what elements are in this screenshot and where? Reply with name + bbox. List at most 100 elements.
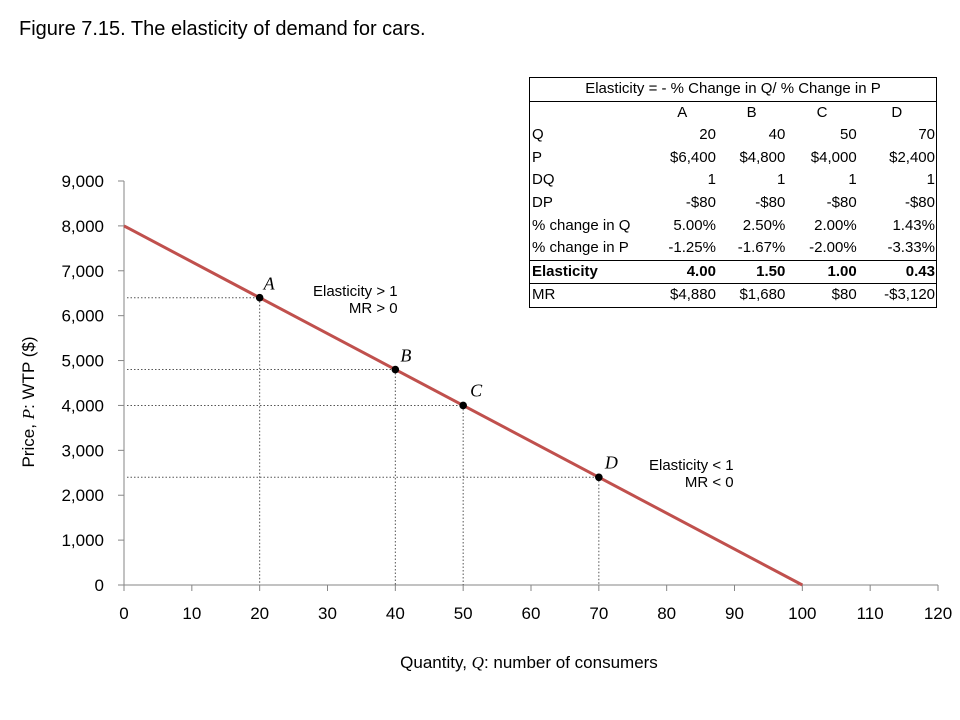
table-cell: $6,400 [670,148,716,166]
y-tick-label: 6,000 [61,307,104,326]
table-cell: $4,880 [647,283,717,308]
axis-labels: Quantity, Q: number of consumers Price, … [19,337,658,673]
table-cell: 1 [857,169,937,192]
point-b [391,365,400,374]
table-column-header: C [816,103,828,121]
y-tick-label: 9,000 [61,172,104,191]
table-row: P $6,400 $4,800 $4,000 $2,400 [528,146,937,170]
table-cell: 1.43% [857,214,937,238]
table-row-label: Q [528,124,648,147]
x-tick-label: 40 [386,604,405,623]
table-cell: -$80 [826,193,857,211]
y-tick-label: 4,000 [61,396,104,415]
x-axis-label-rest: : number of consumers [484,653,658,672]
point-label-d: D [604,452,618,472]
table-row-label: Elasticity [528,259,648,285]
table-row-label: MR [528,283,648,308]
x-tick-label: 30 [318,604,337,623]
table-cell: -$80 [685,193,716,211]
point-label-b: B [400,346,411,366]
x-tick-label: 20 [250,604,269,623]
table-cell: 2.50% [742,216,786,234]
table-cell: 1 [776,171,786,189]
y-axis-label-text: Price, [19,419,38,467]
table-cell: -1.25% [668,239,716,257]
table-cell: 50 [840,126,857,144]
table-cell: $80 [786,283,858,308]
x-tick-label: 120 [924,604,952,623]
table-title-row: Elasticity = - % Change in Q/ % Change i… [529,77,937,102]
x-axis-label: Quantity, Q: number of consumers [400,653,658,672]
x-tick-label: 90 [725,604,744,623]
table-column-header: D [857,101,937,125]
y-axis-label: Price, P: WTP ($) [19,337,38,468]
y-tick-label: 7,000 [61,262,104,281]
inelastic-annotation: Elasticity < 1 MR < 0 [649,457,734,491]
table-cell: -$80 [755,193,786,211]
series: A B C D [123,224,804,587]
table-cell: $4,000 [810,148,857,166]
table-title: Elasticity = - % Change in Q/ % Change i… [529,77,937,102]
figure-title: Figure 7.15. The elasticity of demand fo… [19,18,426,40]
x-tick-label: 70 [589,604,608,623]
table-row: DQ 1 1 1 1 [528,169,937,192]
elastic-annotation-line2: MR > 0 [348,300,398,317]
table-row: Elasticity 4.00 1.50 1.00 0.43 [528,259,937,285]
elastic-annotation-line1: Elasticity > 1 [313,283,398,300]
x-tick-label: 100 [788,604,816,623]
table-cell: -2.00% [809,239,857,257]
x-tick-label: 50 [454,604,473,623]
table-cell: 1 [707,171,716,189]
x-tick-label: 0 [119,604,128,623]
inelastic-annotation-line1: Elasticity < 1 [649,457,734,474]
table-cell: $1,680 [716,283,787,308]
table-cell: 2.00% [814,216,857,234]
x-tick-label: 10 [182,604,201,623]
point-label-c: C [470,380,483,400]
x-axis-label-var: Q [472,653,484,672]
y-tick-label: 2,000 [61,486,104,505]
table-cell: 20 [699,126,716,144]
table-corner-cell [528,101,648,125]
point-a [255,293,264,302]
x-axis-label-text: Quantity, [400,653,472,672]
table-row-label: DP [528,191,648,215]
table-cell: 4.00 [647,259,717,285]
table-column-header: B [746,103,757,121]
elasticity-table: Elasticity = - % Change in Q/ % Change i… [528,77,937,308]
table-cell: -$80 [857,191,937,215]
y-tick-label: 8,000 [61,217,104,236]
y-tick-label: 0 [95,576,104,595]
table-row: % change in P -1.25% -1.67% -2.00% -3.33% [528,237,937,261]
table-column-header: A [677,103,688,121]
table-row: Q 20 40 50 70 [528,124,937,147]
x-tick-label: 80 [657,604,676,623]
point-c [459,401,467,410]
y-tick-label: 5,000 [61,352,104,371]
y-tick-label: 3,000 [61,441,104,460]
table-cell: -3.33% [857,237,937,261]
table-row: MR $4,880 $1,680 $80 -$3,120 [528,283,937,308]
table-row: % change in Q 5.00% 2.50% 2.00% 1.43% [528,214,937,238]
table-cell: -$3,120 [857,283,937,308]
table-cell: 5.00% [673,216,716,234]
table-cell: -1.67% [737,239,786,257]
table-cell: $2,400 [857,146,937,170]
table-cell: 70 [857,124,937,147]
table-row-label: DQ [528,169,648,192]
table-row-label: % change in Q [528,214,648,238]
axes: 0 10 20 30 40 50 60 70 80 90 100 110 120 0 1,000 2,000 3… [61,172,952,623]
x-tick-label: 110 [857,604,884,623]
table-cell: $4,800 [739,148,786,166]
table-header-row: A B C D [528,101,937,125]
table-row-label: P [528,146,648,170]
point-label-a: A [263,274,276,294]
point-d [595,473,603,482]
table-cell: 1.00 [786,259,858,285]
inelastic-annotation-line2: MR < 0 [684,474,734,491]
y-axis-label-var: P [19,409,38,420]
table-row: DP -$80 -$80 -$80 -$80 [528,191,937,215]
table-cell: 40 [768,126,786,144]
table-cell: 1.50 [716,259,787,285]
